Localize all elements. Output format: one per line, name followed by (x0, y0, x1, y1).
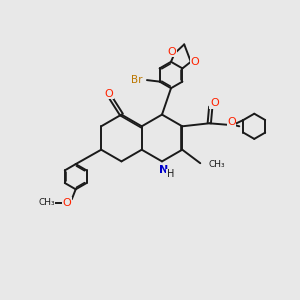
Text: O: O (62, 198, 71, 208)
Text: O: O (210, 98, 219, 108)
Text: O: O (167, 47, 176, 57)
Text: CH₃: CH₃ (38, 198, 55, 207)
Text: O: O (227, 117, 236, 127)
Text: Br: Br (131, 75, 142, 85)
Text: CH₃: CH₃ (209, 160, 225, 169)
Text: O: O (104, 88, 113, 99)
Text: N: N (159, 165, 168, 175)
Text: O: O (191, 57, 200, 68)
Text: H: H (167, 169, 174, 179)
